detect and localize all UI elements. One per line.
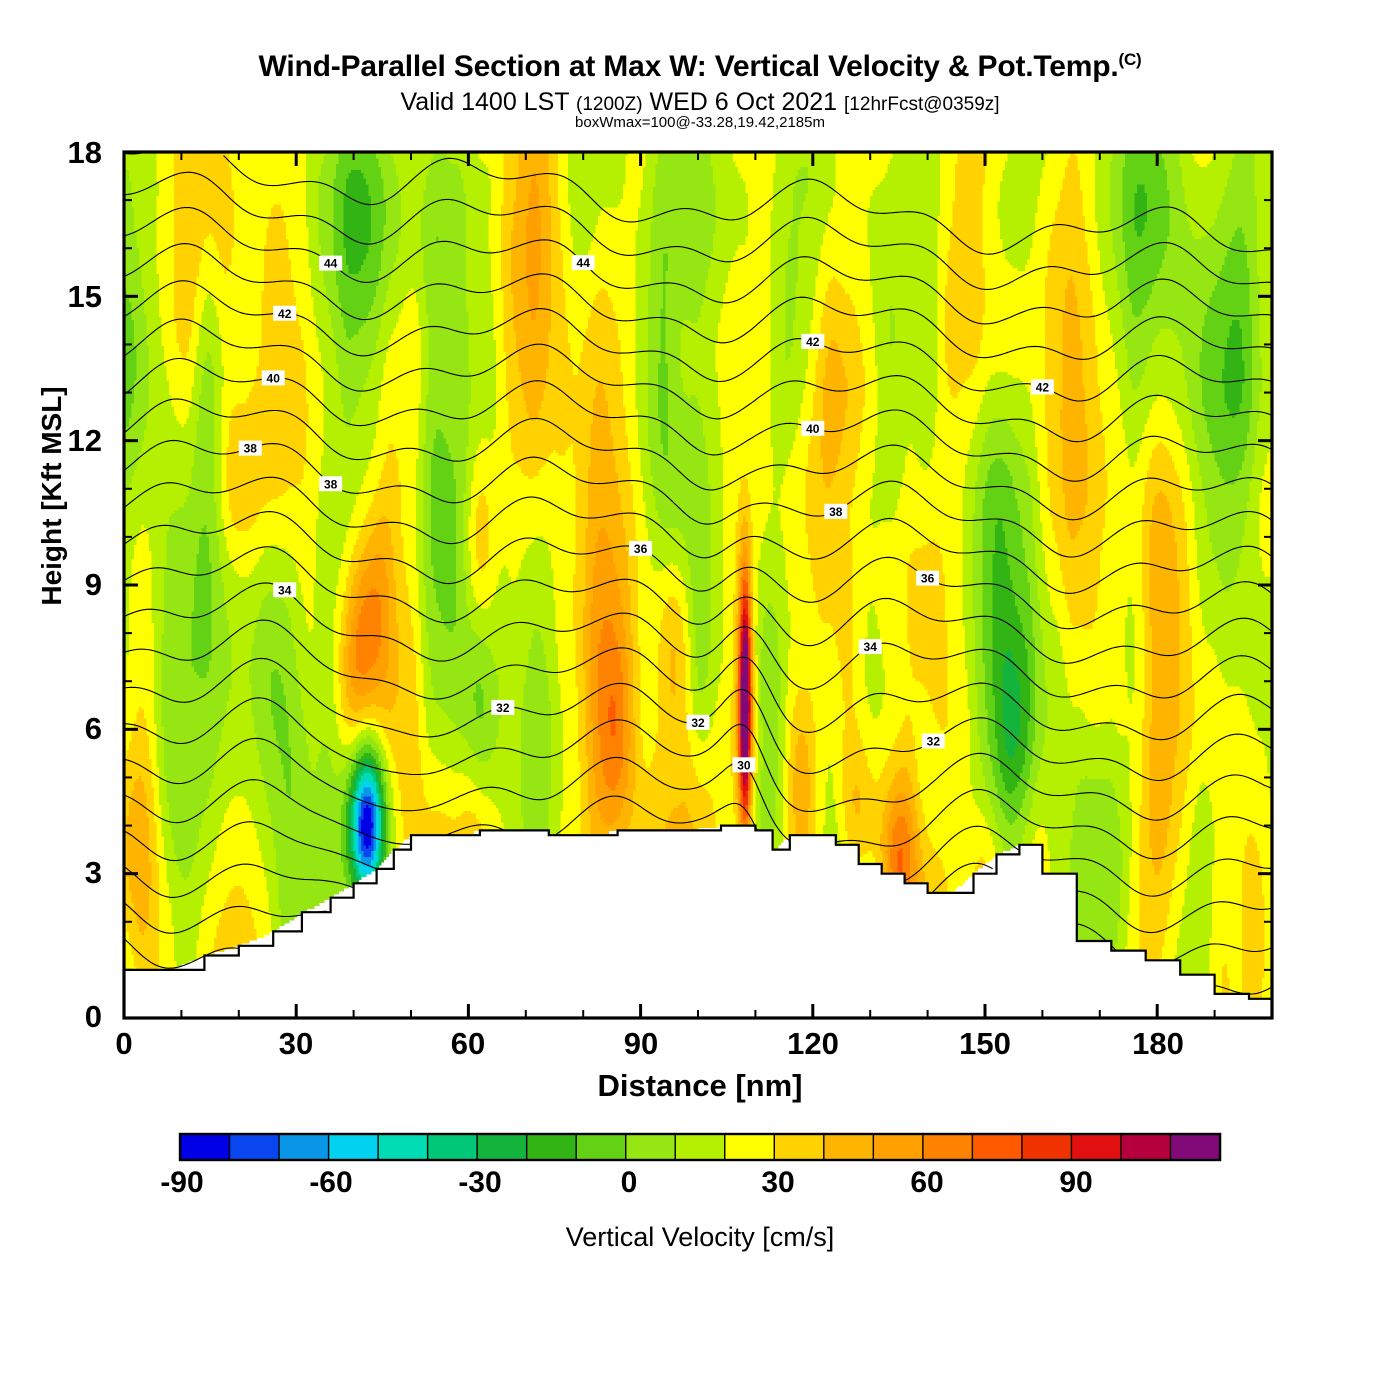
colorbar-swatch-4[interactable] xyxy=(377,1133,429,1161)
isentrope-39 xyxy=(124,398,1272,521)
contour-label-38: 38 xyxy=(319,476,343,491)
isentrope-38 xyxy=(124,439,1272,558)
colorbar-swatch-7[interactable] xyxy=(525,1133,578,1161)
terrain-mask xyxy=(124,824,1272,1018)
isentrope-contours: 30 32 32 32 34 34 36 36 38 38 38 40 40 42 42 42 44 44 xyxy=(124,152,1272,995)
colorbar-label: Vertical Velocity [cm/s] xyxy=(565,1222,835,1252)
colorbar-swatch-11[interactable] xyxy=(724,1133,776,1161)
isentrope-43 xyxy=(124,243,1272,360)
colorbar-swatch-15[interactable] xyxy=(922,1133,974,1161)
x-tick-60: 60 xyxy=(450,1026,486,1061)
x-tick-0: 0 xyxy=(115,1026,133,1061)
colorbar-swatch-1[interactable] xyxy=(228,1133,281,1161)
subtitle-forecast-hour: [12hrFcst@0359z] xyxy=(844,94,1000,115)
isentrope-45 xyxy=(124,171,1272,290)
x-tick-180: 180 xyxy=(1132,1026,1184,1061)
isentrope-25 xyxy=(124,938,251,969)
contour-label-42: 42 xyxy=(1030,379,1054,394)
contour-label-38: 38 xyxy=(824,503,848,519)
contour-label-42: 42 xyxy=(273,305,297,321)
terrain-surface xyxy=(124,824,1272,1018)
colorbar-tick-0: 0 xyxy=(620,1166,638,1199)
contour-label-32: 32 xyxy=(921,733,945,749)
colorbar-swatch-8[interactable] xyxy=(575,1133,627,1161)
contour-label-44: 44 xyxy=(571,255,595,270)
colorbar-swatch-2[interactable] xyxy=(278,1133,330,1161)
colorbar-swatch-3[interactable] xyxy=(327,1133,380,1161)
contour-label-34: 34 xyxy=(273,582,297,597)
colorbar-tick-60: 60 xyxy=(910,1166,944,1199)
colorbar-tick-90: 90 xyxy=(1059,1166,1093,1199)
colorbar-swatch-12[interactable] xyxy=(773,1133,825,1161)
y-tick-9: 9 xyxy=(84,567,102,602)
contour-label-32: 32 xyxy=(491,699,515,715)
contour-label-36: 36 xyxy=(916,570,940,586)
subtitle-utc-time: (1200Z) xyxy=(576,94,643,115)
colorbar-swatch-0[interactable] xyxy=(179,1133,231,1161)
contour-label-32: 32 xyxy=(686,714,710,730)
isentrope-30 xyxy=(124,737,1272,860)
colorbar-swatch-18[interactable] xyxy=(1070,1133,1123,1161)
chart-title: Wind-Parallel Section at Max W: Vertical… xyxy=(0,50,1400,84)
chart-title-superscript: (C) xyxy=(1118,50,1142,69)
colorbar-swatch-9[interactable] xyxy=(625,1133,677,1161)
y-tick-6: 6 xyxy=(84,711,102,746)
y-tick-12: 12 xyxy=(67,423,102,458)
x-tick-30: 30 xyxy=(278,1026,314,1061)
colorbar-swatch-6[interactable] xyxy=(476,1133,528,1161)
colorbar-swatch-17[interactable] xyxy=(1021,1133,1073,1161)
colorbar-swatch-5[interactable] xyxy=(426,1133,479,1161)
x-tick-120: 120 xyxy=(787,1026,839,1061)
contour-label-38: 38 xyxy=(238,440,262,456)
contour-label-34: 34 xyxy=(858,639,882,654)
x-tick-150: 150 xyxy=(959,1026,1011,1061)
isentrope-33 xyxy=(124,619,1272,741)
isentrope-36 xyxy=(124,511,1272,630)
colorbar-swatch-10[interactable] xyxy=(674,1133,726,1161)
x-tick-90: 90 xyxy=(623,1026,659,1061)
colorbar-swatch-14[interactable] xyxy=(872,1133,924,1161)
y-tick-3: 3 xyxy=(84,855,102,890)
chart-title-text: Wind-Parallel Section at Max W: Vertical… xyxy=(258,50,1119,83)
isentrope-42 xyxy=(124,280,1272,402)
isentrope-35 xyxy=(124,546,1272,664)
contour-label-42: 42 xyxy=(801,333,825,349)
colorbar-tick--90: -90 xyxy=(160,1166,204,1199)
colorbar-tick--30: -30 xyxy=(458,1166,502,1199)
isentrope-34 xyxy=(124,582,1272,699)
chart-annotation-boxwmax: boxWmax=100@-33.28,19.42,2185m xyxy=(575,114,825,131)
chart-subtitle: Valid 1400 LST (1200Z) WED 6 Oct 2021 [1… xyxy=(0,88,1400,117)
colorbar-tick-30: 30 xyxy=(761,1166,795,1199)
isentrope-40 xyxy=(124,357,1272,482)
isentrope-41 xyxy=(124,318,1272,443)
isentrope-31 xyxy=(124,697,1272,821)
colorbar-swatch-19[interactable] xyxy=(1120,1133,1172,1161)
contour-label-30: 30 xyxy=(732,757,756,772)
colorbar-tick--60: -60 xyxy=(309,1166,353,1199)
contour-label-44: 44 xyxy=(319,255,343,271)
contour-label-40: 40 xyxy=(261,370,285,385)
axes-frame xyxy=(122,150,1274,1020)
colorbar[interactable] xyxy=(178,1132,1222,1162)
x-axis-label: Distance [nm] xyxy=(597,1068,803,1103)
y-tick-0: 0 xyxy=(84,999,102,1034)
colorbar-swatch-16[interactable] xyxy=(971,1133,1024,1161)
colorbar-swatch-13[interactable] xyxy=(823,1133,875,1161)
subtitle-date: WED 6 Oct 2021 xyxy=(642,88,845,116)
y-tick-18: 18 xyxy=(67,135,102,170)
isentrope-37 xyxy=(124,476,1272,594)
y-tick-15: 15 xyxy=(67,279,102,314)
subtitle-valid-time: Valid 1400 LST xyxy=(400,88,577,116)
contour-label-40: 40 xyxy=(801,420,825,436)
colorbar-swatch-20[interactable] xyxy=(1169,1133,1222,1161)
isentrope-44 xyxy=(124,206,1272,325)
contour-label-36: 36 xyxy=(629,540,653,556)
